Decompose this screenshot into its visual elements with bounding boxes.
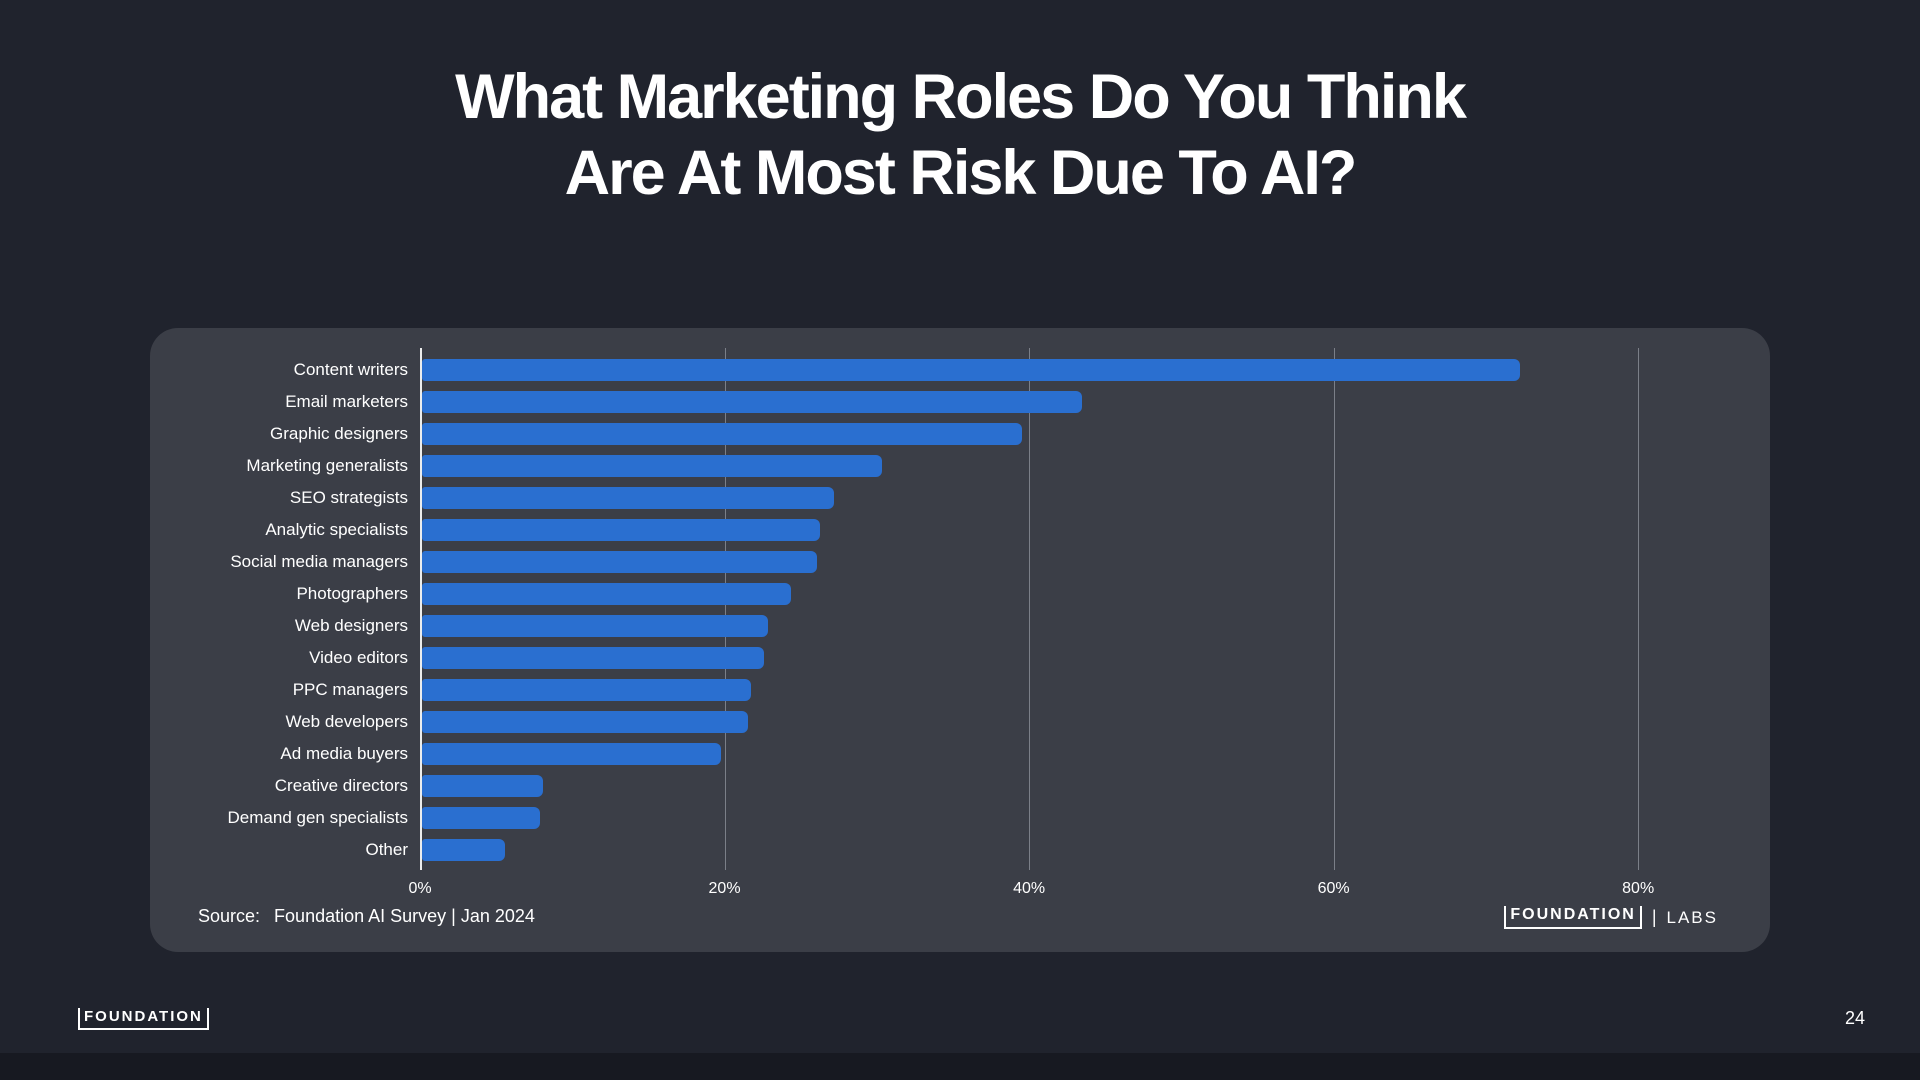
bar-track: [422, 354, 1770, 386]
bar-creative-directors: [422, 775, 543, 797]
chart-row: Web designers: [150, 610, 1770, 642]
chart-grid: [420, 348, 1760, 870]
category-label: Graphic designers: [270, 424, 408, 443]
gridline: [724, 348, 726, 870]
y-axis-line: [420, 348, 422, 870]
bar-photographers: [422, 583, 792, 605]
chart-row: Ad media buyers: [150, 738, 1770, 770]
category-label: Analytic specialists: [265, 520, 408, 539]
foundation-wordmark: FOUNDATION: [78, 1008, 209, 1030]
bar-other: [422, 839, 505, 861]
bar-track: [422, 802, 1770, 834]
x-tick-label: 0%: [408, 880, 432, 897]
category-label: Video editors: [309, 648, 408, 667]
chart-row: Demand gen specialists: [150, 802, 1770, 834]
category-label: Other: [365, 840, 408, 859]
bar-track: [422, 482, 1770, 514]
chart-row: SEO strategists: [150, 482, 1770, 514]
chart-row: Creative directors: [150, 770, 1770, 802]
source-label: Source:: [198, 906, 261, 926]
chart-row: PPC managers: [150, 674, 1770, 706]
foundation-wordmark: FOUNDATION: [1504, 906, 1642, 929]
bar-analytic-specialists: [422, 519, 821, 541]
bar-track: [422, 386, 1770, 418]
x-tick-label: 20%: [708, 880, 741, 897]
bar-web-developers: [422, 711, 749, 733]
category-label: Ad media buyers: [280, 744, 408, 763]
category-label: Photographers: [296, 584, 408, 603]
bar-marketing-generalists: [422, 455, 882, 477]
page-number: 24: [1844, 1008, 1865, 1028]
chart-row: Analytic specialists: [150, 514, 1770, 546]
chart-row: Graphic designers: [150, 418, 1770, 450]
x-tick-label: 60%: [1317, 880, 1350, 897]
bar-track: [422, 642, 1770, 674]
source-value: Foundation AI Survey | Jan 2024: [274, 906, 535, 926]
bar-track: [422, 770, 1770, 802]
bar-web-designers: [422, 615, 769, 637]
bar-ad-media-buyers: [422, 743, 721, 765]
bar-video-editors: [422, 647, 764, 669]
category-label: Email marketers: [285, 392, 408, 411]
bar-email-marketers: [422, 391, 1083, 413]
chart-title-line1: What Marketing Roles Do You Think: [455, 62, 1467, 132]
logo-separator: |: [1651, 907, 1657, 927]
gridline: [1333, 348, 1335, 870]
x-tick-label: 40%: [1013, 880, 1046, 897]
chart-card: Content writers Email marketers Graphic de…: [150, 328, 1770, 952]
chart-title-line2: Are At Most Risk Due To AI?: [564, 137, 1358, 208]
category-label: SEO strategists: [289, 488, 408, 507]
bar-track: [422, 578, 1770, 610]
bar-content-writers: [422, 359, 1521, 381]
bar-track: [422, 834, 1770, 866]
bar-track: [422, 738, 1770, 770]
labs-wordmark: LABS: [1666, 907, 1718, 927]
chart-row: Web developers: [150, 706, 1770, 738]
foundation-labs-logo: FOUNDATION | LABS: [1504, 906, 1718, 929]
bar-seo-strategists: [422, 487, 835, 509]
footer-foundation-logo: FOUNDATION: [78, 1008, 209, 1030]
bar-track: [422, 418, 1770, 450]
bar-track: [422, 450, 1770, 482]
x-axis-ticks: 0% 20% 40% 60% 80%: [408, 880, 1760, 904]
gridline: [1029, 348, 1031, 870]
category-label: Creative directors: [274, 776, 408, 795]
chart-row: Video editors: [150, 642, 1770, 674]
category-label: Social media managers: [230, 552, 408, 571]
gridline: [1638, 348, 1640, 870]
category-label: PPC managers: [292, 680, 408, 699]
chart-row: Other: [150, 834, 1770, 866]
bar-demand-gen-specialists: [422, 807, 540, 829]
category-label: Content writers: [293, 360, 408, 379]
bar-track: [422, 674, 1770, 706]
chart-rows: Content writers Email marketers Graphic de…: [150, 354, 1770, 866]
bar-track: [422, 610, 1770, 642]
chart-row: Content writers: [150, 354, 1770, 386]
x-tick-label: 80%: [1622, 880, 1655, 897]
bar-track: [422, 546, 1770, 578]
bar-track: [422, 514, 1770, 546]
chart-row: Email marketers: [150, 386, 1770, 418]
bottom-strip: [0, 1053, 1920, 1080]
chart-row: Social media managers: [150, 546, 1770, 578]
chart-title: What Marketing Roles Do You Think Are At…: [0, 60, 1920, 211]
bar-ppc-managers: [422, 679, 752, 701]
category-label: Marketing generalists: [246, 456, 408, 475]
chart-row: Marketing generalists: [150, 450, 1770, 482]
bar-graphic-designers: [422, 423, 1023, 445]
category-label: Web designers: [294, 616, 408, 635]
category-label: Web developers: [285, 712, 408, 731]
category-label: Demand gen specialists: [227, 808, 408, 827]
chart-row: Photographers: [150, 578, 1770, 610]
bar-social-media-managers: [422, 551, 818, 573]
source-line: Source: Foundation AI Survey | Jan 2024: [198, 906, 535, 927]
bar-track: [422, 706, 1770, 738]
